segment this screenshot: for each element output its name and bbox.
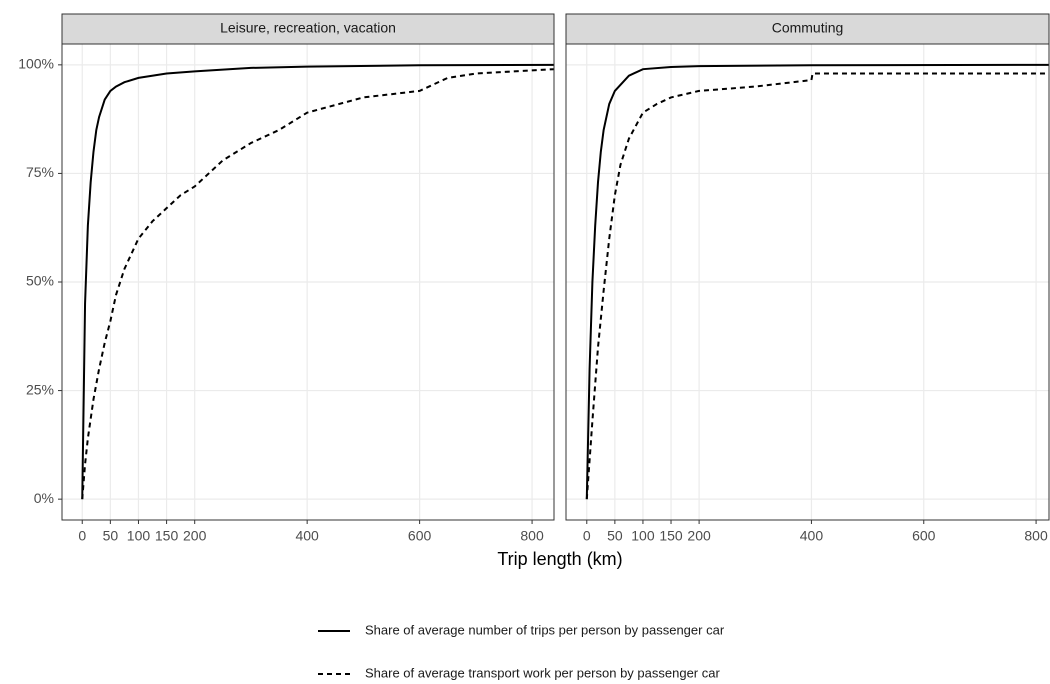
strip-title: Leisure, recreation, vacation: [220, 20, 396, 36]
x-tick-label: 200: [183, 528, 207, 544]
x-tick-label: 200: [687, 528, 711, 544]
strip-title: Commuting: [772, 20, 844, 36]
x-tick-label: 100: [127, 528, 151, 544]
strip-bg: [61, 13, 555, 45]
x-tick-label: 50: [103, 528, 119, 544]
y-tick-label: 100%: [18, 56, 54, 72]
x-tick-label: 800: [520, 528, 544, 544]
x-tick-label: 600: [912, 528, 936, 544]
x-tick-label: 150: [155, 528, 179, 544]
x-tick-label: 800: [1024, 528, 1048, 544]
x-tick-label: 400: [800, 528, 824, 544]
x-tick-label: 0: [583, 528, 591, 544]
x-axis-title: Trip length (km): [497, 549, 622, 569]
x-tick-label: 50: [607, 528, 623, 544]
legend-label: Share of average transport work per pers…: [365, 665, 720, 680]
y-tick-label: 25%: [26, 381, 54, 397]
x-tick-label: 0: [78, 528, 86, 544]
y-tick-label: 0%: [34, 490, 54, 506]
y-tick-label: 50%: [26, 273, 54, 289]
x-tick-label: 400: [295, 528, 319, 544]
data-line: [81, 63, 555, 500]
x-tick-label: 150: [659, 528, 683, 544]
strip-bg: [565, 13, 1050, 45]
legend-label: Share of average number of trips per per…: [365, 622, 725, 637]
x-tick-label: 600: [408, 528, 432, 544]
panel-border: [61, 43, 555, 521]
y-tick-label: 75%: [26, 164, 54, 180]
panel-border: [565, 43, 1050, 521]
data-line: [81, 68, 555, 500]
x-tick-label: 100: [631, 528, 655, 544]
data-line: [585, 63, 1050, 500]
data-line: [585, 72, 1049, 500]
